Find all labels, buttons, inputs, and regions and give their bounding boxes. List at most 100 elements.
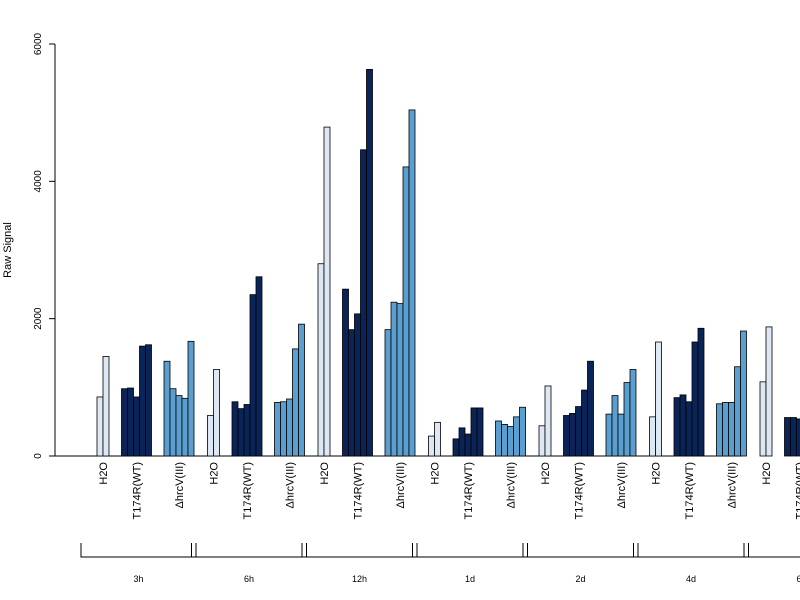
- bar: [470, 407, 478, 457]
- bar: [317, 263, 325, 457]
- bar: [464, 433, 472, 457]
- treatment-label: T174R(WT): [463, 462, 475, 519]
- bar: [366, 69, 373, 457]
- treatment-label: ΔhrcV(III): [395, 462, 407, 508]
- bar: [495, 420, 502, 457]
- bar: [360, 149, 367, 457]
- treatment-label: T174R(WT): [795, 462, 800, 519]
- bar: [563, 415, 570, 457]
- treatment-label: ΔhrcV(III): [616, 462, 628, 508]
- bar: [759, 381, 767, 457]
- time-bracket: [522, 543, 639, 558]
- bar: [458, 427, 466, 457]
- bar: [121, 388, 128, 457]
- bar: [145, 344, 152, 457]
- treatment-label: H2O: [430, 462, 442, 485]
- treatment-label: H2O: [761, 462, 773, 485]
- bar: [169, 388, 177, 457]
- time-point-label: 1d: [465, 574, 475, 584]
- time-point-brackets: 3h 6h 12h 1d 2d 4d 6d: [80, 543, 800, 584]
- bar: [655, 341, 662, 457]
- treatment-label: T174R(WT): [132, 462, 144, 519]
- bar: [181, 397, 189, 457]
- bar: [722, 402, 729, 457]
- bar: [697, 327, 705, 457]
- bar: [127, 387, 134, 457]
- bar: [402, 166, 410, 457]
- bar: [734, 366, 741, 457]
- bar: [581, 389, 588, 457]
- treatment-label: ΔhrcV(III): [285, 462, 297, 508]
- bar: [611, 395, 619, 457]
- bar: [796, 418, 800, 457]
- bar: [784, 417, 791, 457]
- y-tick-label: 6000: [33, 32, 44, 55]
- y-tick-label: 4000: [33, 170, 44, 193]
- bar: [102, 356, 110, 457]
- time-point-label: 6h: [244, 574, 254, 584]
- bar: [384, 329, 392, 457]
- time-bracket: [191, 543, 307, 558]
- bar: [476, 407, 484, 457]
- bar: [673, 397, 681, 457]
- treatment-label: H2O: [540, 462, 552, 485]
- bar: [207, 415, 214, 457]
- bar: [348, 329, 355, 457]
- time-point-label: 6d: [796, 574, 800, 584]
- y-tick-label: 0: [33, 453, 44, 459]
- time-bracket: [80, 543, 197, 558]
- bar: [255, 276, 263, 457]
- bar: [175, 395, 183, 457]
- bar: [249, 294, 257, 457]
- bar: [538, 425, 546, 457]
- bar: [679, 394, 687, 457]
- treatment-label: ΔhrcV(III): [174, 462, 186, 508]
- y-axis-ticks: 0 2000 4000 6000: [33, 32, 55, 459]
- treatment-label: H2O: [98, 462, 110, 485]
- bar: [298, 323, 305, 457]
- bar: [575, 406, 582, 457]
- time-point-label: 12h: [352, 574, 367, 584]
- treatment-label: T174R(WT): [353, 462, 365, 519]
- bar: [452, 438, 460, 457]
- bar: [544, 385, 552, 457]
- bar: [133, 396, 140, 457]
- time-bracket: [412, 543, 528, 558]
- bar: [790, 417, 797, 457]
- treatment-label: T174R(WT): [684, 462, 696, 519]
- treatment-label: T174R(WT): [242, 462, 254, 519]
- bar: [292, 348, 299, 457]
- bar: [623, 382, 631, 457]
- bar: [434, 421, 441, 457]
- bar: [765, 326, 773, 457]
- bar: [213, 369, 220, 457]
- bar: [243, 404, 251, 457]
- bar: [274, 402, 281, 457]
- y-tick-label: 2000: [33, 307, 44, 330]
- bar: [716, 403, 723, 457]
- bar: [280, 401, 287, 457]
- time-point-label: 2d: [575, 574, 585, 584]
- treatment-label: H2O: [651, 462, 663, 485]
- bar: [408, 109, 416, 457]
- bar: [691, 341, 699, 457]
- bar: [501, 424, 508, 457]
- bar: [286, 398, 293, 457]
- bar: [507, 426, 514, 457]
- time-bracket: [743, 543, 800, 558]
- bar: [728, 402, 735, 457]
- treatment-label: H2O: [209, 462, 221, 485]
- bar: [649, 416, 656, 457]
- bar: [587, 360, 594, 457]
- bar: [163, 360, 171, 457]
- bar: [605, 413, 613, 457]
- time-point-label: 3h: [133, 574, 143, 584]
- y-axis-label: Raw Signal: [2, 222, 14, 278]
- bar: [342, 288, 349, 457]
- time-bracket: [633, 543, 749, 558]
- bar: [569, 413, 576, 457]
- treatment-label: T174R(WT): [574, 462, 586, 519]
- time-bracket: [301, 543, 418, 558]
- bar: [354, 313, 361, 457]
